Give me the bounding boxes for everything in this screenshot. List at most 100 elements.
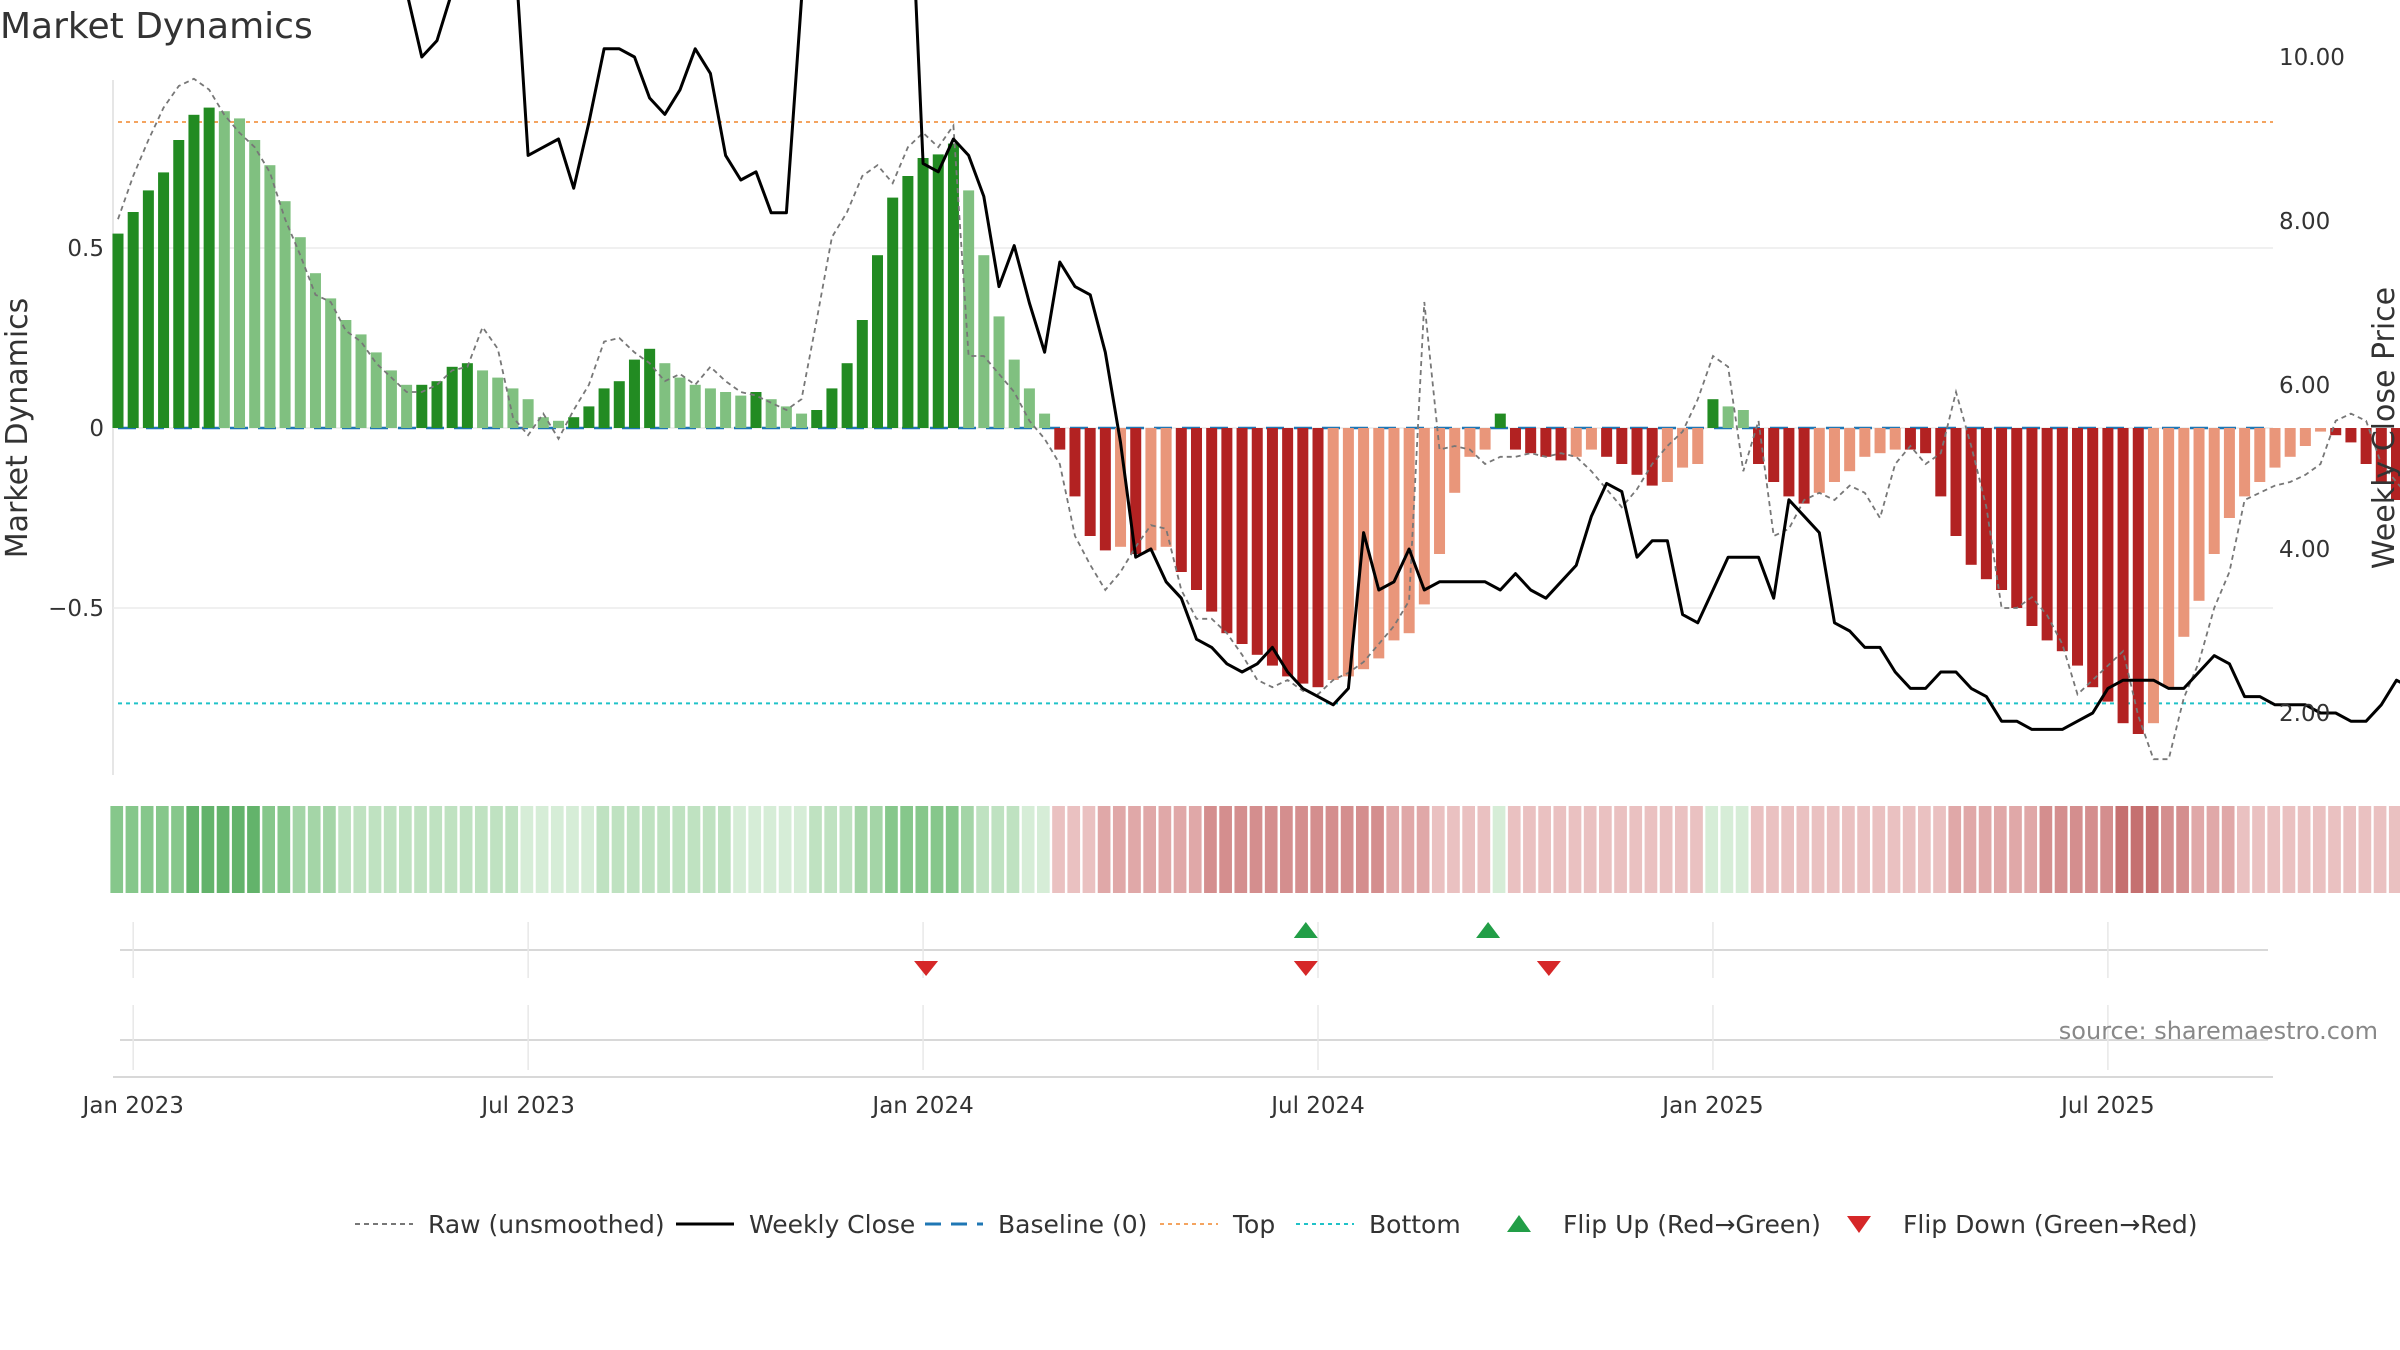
strip-cell (1340, 806, 1354, 893)
strip-cell (2069, 806, 2083, 893)
md-bar (1935, 428, 1947, 497)
md-bar (1342, 428, 1354, 677)
md-bar (340, 320, 352, 428)
strip-cell (702, 806, 716, 893)
strip-cell (1735, 806, 1749, 893)
md-bar (1874, 428, 1886, 454)
strip-cell (2100, 806, 2113, 893)
strip-cell (1993, 806, 2007, 893)
right-tick-label: 10.00 (2279, 45, 2345, 71)
strip-cell (1720, 806, 1734, 893)
strip-cell (2191, 806, 2205, 893)
strip-cell (216, 806, 230, 893)
strip-cell (1219, 806, 1232, 893)
strip-cell (733, 806, 746, 893)
legend-item: Weekly Close (676, 1210, 915, 1239)
right-tick-label: 4.00 (2279, 537, 2330, 563)
md-bar (1555, 428, 1567, 461)
strip-cell (1280, 806, 1293, 893)
md-bar (750, 392, 762, 428)
md-bar (1251, 428, 1263, 655)
strip-cell (1842, 806, 1855, 893)
strip-cell (2085, 806, 2098, 893)
md-bar (1069, 428, 1081, 497)
md-bar (1388, 428, 1400, 641)
md-bar (1980, 428, 1992, 580)
left-axis-label: Market Dynamics (0, 298, 35, 559)
md-bar (613, 381, 625, 428)
strip-cell (1143, 806, 1157, 893)
strip-cell (1659, 806, 1673, 893)
strip-cell (1371, 806, 1384, 893)
strip-cell (231, 806, 245, 893)
md-bar (492, 377, 504, 428)
md-bar (461, 363, 473, 428)
md-bar (1677, 428, 1689, 468)
md-bar (370, 352, 382, 428)
right-tick-label: 2.00 (2279, 701, 2330, 727)
strip-cell (1705, 806, 1719, 893)
left-tick-label: 0.5 (67, 236, 104, 262)
strip-cell (2358, 806, 2372, 893)
md-bar (1023, 388, 1035, 428)
strip-cell (307, 806, 321, 893)
strip-cell (399, 806, 412, 893)
market-dynamics-bars (112, 107, 2400, 734)
strip-cell (1523, 806, 1536, 893)
x-tick-label: Jul 2025 (2059, 1093, 2155, 1119)
strip-cell (1112, 806, 1126, 893)
strip-cell (1128, 806, 1141, 893)
md-bar (1282, 428, 1294, 677)
strip-cell (186, 806, 200, 893)
md-bar (2315, 428, 2327, 432)
strip-cell (885, 806, 898, 893)
md-bar (932, 154, 944, 428)
strip-cell (611, 806, 625, 893)
x-axis-ticks: Jan 2023 Jul 2023 Jan 2024 Jul 2024 Jan 2025… (81, 1093, 2155, 1119)
strip-cell (1811, 806, 1825, 893)
strip-cell (1599, 806, 1612, 893)
strip-cell (2221, 806, 2235, 893)
strip-cell (1052, 806, 1065, 893)
strip-cell (1750, 806, 1764, 893)
strip-cell (763, 806, 777, 893)
strip-cell (2039, 806, 2053, 893)
md-bar (2239, 428, 2251, 497)
md-bar (1889, 428, 1901, 450)
strip-cell (520, 806, 534, 893)
md-bar (1616, 428, 1628, 464)
strip-cell (2009, 806, 2022, 893)
legend-label: Raw (unsmoothed) (428, 1210, 665, 1239)
md-bar (1570, 428, 1582, 457)
md-bar (2284, 428, 2296, 457)
md-bar (1373, 428, 1385, 659)
strip-cell (2312, 806, 2326, 893)
strip-cell (1082, 806, 1096, 893)
legend-item: Flip Up (Red→Green) (1507, 1210, 1821, 1239)
md-bar (1585, 428, 1597, 450)
md-bar (2223, 428, 2235, 518)
md-bar (446, 366, 458, 428)
strip-cell (793, 806, 807, 893)
md-bar (2269, 428, 2281, 468)
right-tick-label: 6.00 (2279, 373, 2330, 399)
strip-cell (991, 806, 1005, 893)
md-bar (765, 399, 777, 428)
strip-cell (262, 806, 275, 893)
strip-cell (1401, 806, 1415, 893)
md-bar (644, 348, 656, 428)
strip-cell (642, 806, 655, 893)
md-bar (2330, 428, 2342, 436)
left-tick-label: 0 (89, 416, 104, 442)
strip-cell (1204, 806, 1217, 893)
strip-cell (596, 806, 610, 893)
strip-cell (1629, 806, 1643, 893)
md-bar (735, 395, 747, 428)
strip-cell (1796, 806, 1810, 893)
strip-cell (1036, 806, 1050, 893)
md-bar (234, 118, 246, 429)
strip-cell (353, 806, 367, 893)
md-bar (780, 406, 792, 428)
md-bar (902, 176, 914, 428)
